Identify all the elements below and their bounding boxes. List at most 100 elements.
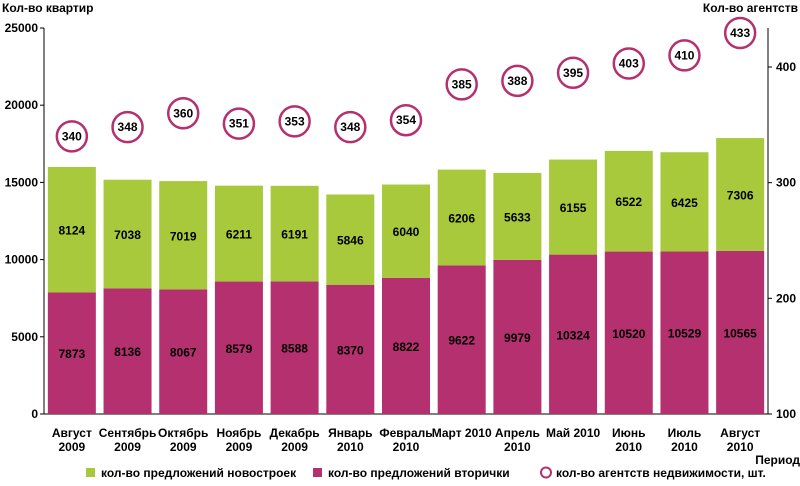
agency-marker-label: 403	[619, 57, 639, 71]
agency-marker-label: 351	[229, 117, 249, 131]
bar-new-build	[270, 185, 319, 282]
bar-label-secondary: 9622	[448, 334, 475, 348]
bar-new-build	[604, 150, 653, 252]
bar-secondary	[493, 259, 542, 414]
bar-label-new-build: 7306	[727, 188, 754, 202]
bar-label-secondary: 8588	[281, 342, 308, 356]
bar-label-secondary: 9979	[504, 331, 531, 345]
bar-new-build	[103, 179, 152, 289]
bar-label-secondary: 8822	[393, 340, 420, 354]
bar-new-build	[382, 184, 430, 278]
bar-secondary	[326, 284, 375, 414]
bar-new-build	[493, 172, 542, 260]
bar-new-build	[214, 185, 263, 282]
right-axis-title: Кол-во агентств	[703, 1, 798, 15]
agency-marker	[723, 16, 757, 50]
x-tick-label: Апрель	[495, 426, 540, 440]
x-tick-label: Ноябрь	[216, 426, 261, 440]
x-axis-title: Период	[755, 453, 800, 467]
bar-label-new-build: 6211	[226, 228, 252, 242]
bar-new-build	[437, 169, 486, 266]
agency-marker	[278, 105, 311, 138]
agency-marker	[556, 56, 590, 90]
left-y-tick-label: 25000	[5, 21, 39, 35]
right-y-tick-label: 300	[776, 176, 796, 190]
bar-secondary	[103, 288, 152, 414]
bar-label-new-build: 6040	[393, 225, 420, 239]
agency-marker-label: 433	[730, 26, 750, 40]
x-tick-label: 2009	[58, 440, 85, 454]
bar-label-secondary: 7873	[58, 347, 85, 361]
bar-label-new-build: 5633	[504, 210, 531, 224]
bar-label-new-build: 6206	[448, 212, 475, 226]
x-tick-labels: Август2009Сентябрь2009Октябрь2009Ноябрь2…	[52, 426, 760, 454]
agency-marker-label: 348	[118, 120, 138, 134]
bar-label-secondary: 8370	[337, 343, 364, 357]
agency-marker-label: 360	[173, 106, 193, 120]
right-y-tick-label: 100	[776, 407, 796, 421]
agency-marker-label: 388	[507, 74, 527, 88]
left-y-tick-label: 0	[31, 407, 38, 421]
agency-marker-label: 354	[396, 113, 416, 127]
bar-label-secondary: 10565	[723, 326, 757, 340]
agency-marker-label: 353	[285, 114, 305, 128]
agency-marker-label: 340	[62, 129, 82, 143]
bar-label-new-build: 8124	[58, 224, 85, 238]
bar-secondary	[604, 251, 653, 414]
left-y-tick-label: 15000	[5, 175, 39, 189]
legend-marker	[540, 466, 552, 479]
agency-marker	[445, 68, 478, 101]
legend: кол-во предложений новостроек кол-во пред…	[86, 466, 766, 480]
bar-new-build	[159, 181, 208, 290]
agency-marker	[389, 103, 423, 137]
agency-marker	[501, 64, 534, 98]
bar-new-build	[716, 138, 765, 251]
x-tick-label: Декабрь	[270, 426, 320, 440]
x-tick-label: Январь	[328, 426, 372, 440]
bar-label-new-build: 6191	[281, 228, 308, 242]
bar-secondary	[47, 292, 96, 414]
agency-marker	[111, 110, 144, 144]
bar-secondary	[437, 265, 486, 414]
right-y-tick-label: 400	[776, 60, 796, 74]
bar-secondary	[270, 281, 319, 414]
legend-label: кол-во предложений вторички	[328, 466, 510, 480]
right-y-tick-label: 200	[776, 291, 796, 305]
left-y-tick-label: 5000	[11, 330, 38, 344]
agency-marker-label: 348	[340, 120, 360, 134]
agency-marker	[55, 120, 89, 153]
legend-label: кол-во агентств недвижимости, шт.	[556, 466, 766, 480]
x-tick-label: 2010	[337, 440, 364, 454]
x-tick-label: Март 2010	[432, 426, 492, 440]
bar-label-secondary: 10324	[556, 328, 590, 342]
x-tick-label: Февраль	[379, 426, 432, 440]
bar-label-secondary: 8579	[226, 342, 253, 356]
agency-marker	[166, 97, 200, 130]
bar-new-build	[660, 152, 709, 252]
x-tick-label: 2009	[281, 440, 308, 454]
left-y-tick-label: 20000	[5, 98, 39, 112]
agency-marker	[222, 107, 256, 140]
agency-marker-label: 385	[452, 77, 472, 91]
x-tick-label: Июнь	[612, 426, 646, 440]
x-tick-label: Август	[720, 426, 760, 440]
bar-secondary	[382, 277, 430, 414]
bar-label-new-build: 7019	[170, 229, 197, 243]
legend-swatch	[86, 468, 95, 477]
x-tick-label: 2009	[170, 440, 197, 454]
bars: 7873 8124 8136 7038 8067 7019 8579 6211 8588 6191…	[47, 138, 765, 414]
x-tick-label: Август	[52, 426, 92, 440]
x-tick-label: Май 2010	[546, 426, 601, 440]
agency-markers: 340 348 360 351 353 348 354 385 388 395 403 410 433	[55, 16, 757, 153]
bar-label-new-build: 7038	[114, 228, 141, 242]
agency-marker	[334, 110, 367, 144]
bar-label-new-build: 6522	[615, 195, 642, 209]
bar-secondary	[660, 251, 709, 414]
x-tick-label: Октябрь	[158, 426, 208, 440]
bar-secondary	[549, 254, 598, 414]
bar-new-build	[326, 194, 375, 285]
bar-label-new-build: 6155	[560, 201, 587, 215]
bar-new-build	[549, 159, 598, 255]
x-tick-label: 2009	[226, 440, 253, 454]
